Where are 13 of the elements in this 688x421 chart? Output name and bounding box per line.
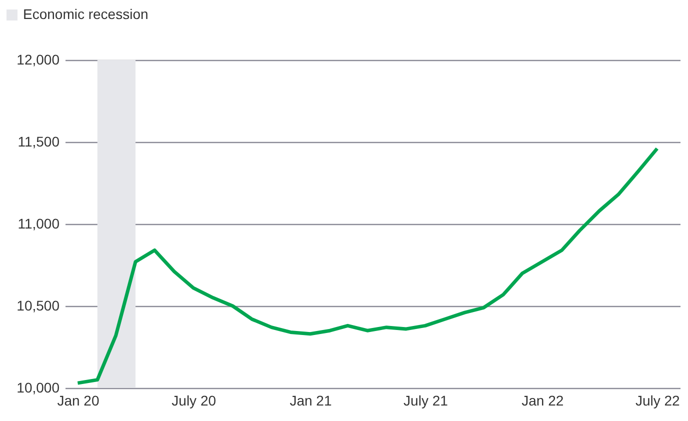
x-tick-label: Jan 21 [290, 392, 332, 408]
y-tick-label: 11,000 [18, 216, 60, 232]
y-tick-label: 10,000 [16, 380, 60, 396]
y-tick-label: 12,000 [16, 52, 60, 68]
legend-label: Economic recession [23, 6, 148, 22]
x-tick-label: July 20 [172, 392, 216, 408]
y-tick-label: 10,500 [16, 298, 60, 314]
x-tick-label: Jan 22 [522, 392, 564, 408]
x-tick-label: July 22 [635, 392, 680, 408]
line-series [76, 146, 659, 385]
x-tick-label: July 21 [404, 392, 448, 408]
y-tick-label: 11,500 [18, 134, 60, 150]
x-tick-label: Jan 20 [57, 392, 100, 408]
